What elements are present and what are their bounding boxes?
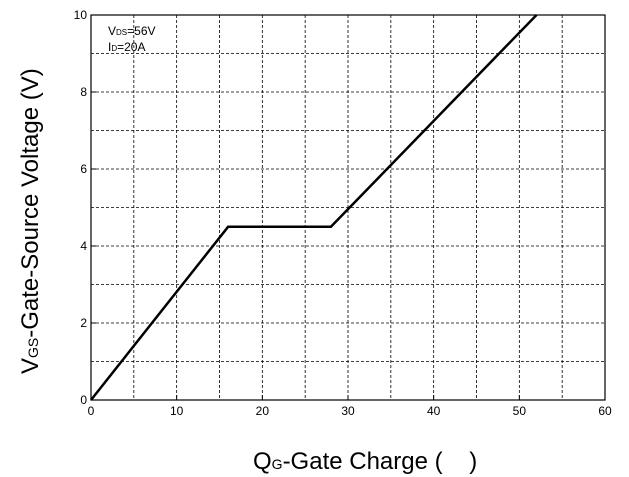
y-tick-label: 0 [80, 393, 87, 407]
series-layer [90, 14, 538, 401]
x-tick-label: 30 [341, 404, 355, 418]
axis-ticks: 0 10 20 30 40 50 60 0 2 4 6 8 10 [74, 8, 612, 418]
x-tick-label: 0 [88, 404, 95, 418]
annotation-box: VDS=56V ID=20A [108, 24, 156, 54]
x-tick-label: 60 [598, 404, 612, 418]
x-tick-label: 40 [427, 404, 441, 418]
y-axis-title: VGS-Gate-Source Voltage (V) [17, 68, 44, 374]
x-tick-label: 50 [513, 404, 527, 418]
x-axis-title: QG-Gate Charge ( ) [253, 448, 477, 475]
y-tick-label: 6 [80, 162, 87, 176]
y-tick-label: 10 [74, 8, 88, 22]
y-tick-label: 8 [80, 85, 87, 99]
annotation-vds: VDS=56V [108, 24, 156, 38]
series-line-1 [90, 14, 538, 401]
y-tick-label: 2 [80, 316, 87, 330]
y-tick-label: 4 [80, 239, 87, 253]
grid-lines [91, 15, 605, 400]
x-tick-label: 20 [256, 404, 270, 418]
annotation-id: ID=20A [108, 40, 145, 54]
x-tick-label: 10 [170, 404, 184, 418]
